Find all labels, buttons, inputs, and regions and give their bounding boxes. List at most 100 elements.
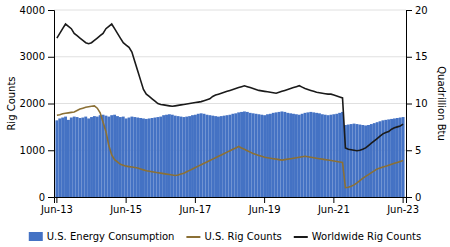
tick-label: Jun-13 xyxy=(40,204,73,215)
tick-label: 3000 xyxy=(20,51,45,62)
bar xyxy=(252,113,255,197)
bar xyxy=(381,120,384,197)
bar xyxy=(324,115,327,197)
bar xyxy=(226,115,229,197)
y2-axis-title: Quadrillion Btu xyxy=(436,66,447,141)
bar xyxy=(81,118,84,197)
bar xyxy=(263,115,266,197)
bar xyxy=(125,118,128,197)
tick-label: Jun-23 xyxy=(386,204,419,215)
legend-item: U.S. Rig Counts xyxy=(186,231,281,242)
bar xyxy=(79,118,82,197)
bar xyxy=(191,115,194,197)
bar xyxy=(234,113,237,197)
legend-label: Worldwide Rig Counts xyxy=(312,231,421,242)
chart-container: Jun-13Jun-15Jun-17Jun-19Jun-21Jun-230100… xyxy=(0,0,450,247)
tick-mark xyxy=(264,197,265,203)
bar xyxy=(280,111,283,197)
bar xyxy=(211,116,214,197)
axis-domain xyxy=(55,198,407,204)
bar xyxy=(208,115,211,197)
tick-label: Jun-21 xyxy=(317,204,350,215)
bar xyxy=(90,117,93,197)
legend-swatch xyxy=(29,232,43,241)
tick-mark xyxy=(48,10,54,11)
bar xyxy=(243,111,246,197)
bar xyxy=(266,114,269,197)
axis-domain xyxy=(407,11,413,198)
bar xyxy=(145,119,148,197)
y-axis: 01000200030004000 xyxy=(20,5,55,203)
bar xyxy=(194,115,197,197)
y2-tick: 0 xyxy=(406,192,421,203)
bar xyxy=(148,118,151,197)
bar xyxy=(128,118,131,197)
legend: U.S. Energy Consumption U.S. Rig Counts Wo… xyxy=(29,231,421,242)
grid-line xyxy=(54,56,406,57)
bar xyxy=(327,115,330,197)
tick-mark xyxy=(56,197,57,203)
marks xyxy=(55,24,404,197)
bar xyxy=(275,112,278,197)
bar xyxy=(107,117,110,197)
bar xyxy=(402,117,405,197)
tick-mark xyxy=(195,197,196,203)
bar xyxy=(84,117,87,197)
bar xyxy=(315,113,318,197)
tick-mark xyxy=(406,104,412,105)
bar xyxy=(292,114,295,197)
bar xyxy=(223,116,226,197)
line xyxy=(57,106,403,188)
bar xyxy=(246,112,249,197)
legend-item: Worldwide Rig Counts xyxy=(294,231,421,242)
bar xyxy=(76,117,79,197)
chart-svg: Jun-13Jun-15Jun-17Jun-19Jun-21Jun-230100… xyxy=(0,0,450,247)
bar xyxy=(99,115,102,197)
grid-line xyxy=(54,103,406,104)
bar xyxy=(182,117,185,197)
tick-mark xyxy=(48,150,54,151)
tick-mark xyxy=(126,197,127,203)
y2-tick: 10 xyxy=(406,98,428,109)
bar xyxy=(64,117,67,197)
bar xyxy=(309,112,312,197)
tick-label: 0 xyxy=(415,192,421,203)
bar xyxy=(174,116,177,197)
tick-label: 0 xyxy=(39,192,45,203)
legend-label: U.S. Energy Consumption xyxy=(47,231,175,242)
bar xyxy=(249,113,252,197)
bar xyxy=(396,118,399,197)
tick-label: 15 xyxy=(415,51,428,62)
line xyxy=(57,24,403,151)
x-tick: Jun-21 xyxy=(317,197,350,215)
bar xyxy=(136,118,139,197)
bar xyxy=(171,115,174,197)
bar xyxy=(240,112,243,197)
bar xyxy=(142,118,145,197)
bar xyxy=(289,113,292,197)
bar xyxy=(229,115,232,197)
tick-label: 10 xyxy=(415,98,428,109)
y2-tick: 5 xyxy=(406,145,421,156)
bar xyxy=(393,118,396,197)
tick-mark xyxy=(406,150,412,151)
bar xyxy=(185,117,188,197)
bar xyxy=(165,115,168,197)
bar xyxy=(298,115,301,197)
bar xyxy=(376,122,379,197)
grid-line xyxy=(54,10,406,11)
bar xyxy=(70,118,73,197)
bar xyxy=(133,117,136,197)
bar xyxy=(55,120,58,197)
x-tick: Jun-15 xyxy=(109,197,142,215)
legend-swatch xyxy=(186,236,200,238)
bar xyxy=(180,117,183,197)
tick-mark xyxy=(406,197,412,198)
y2-axis: 05101520 xyxy=(406,5,428,203)
bar xyxy=(159,117,162,197)
bar-series xyxy=(55,111,404,197)
bar xyxy=(220,116,223,197)
bar xyxy=(283,112,286,197)
tick-mark xyxy=(48,57,54,58)
bar xyxy=(364,125,367,197)
